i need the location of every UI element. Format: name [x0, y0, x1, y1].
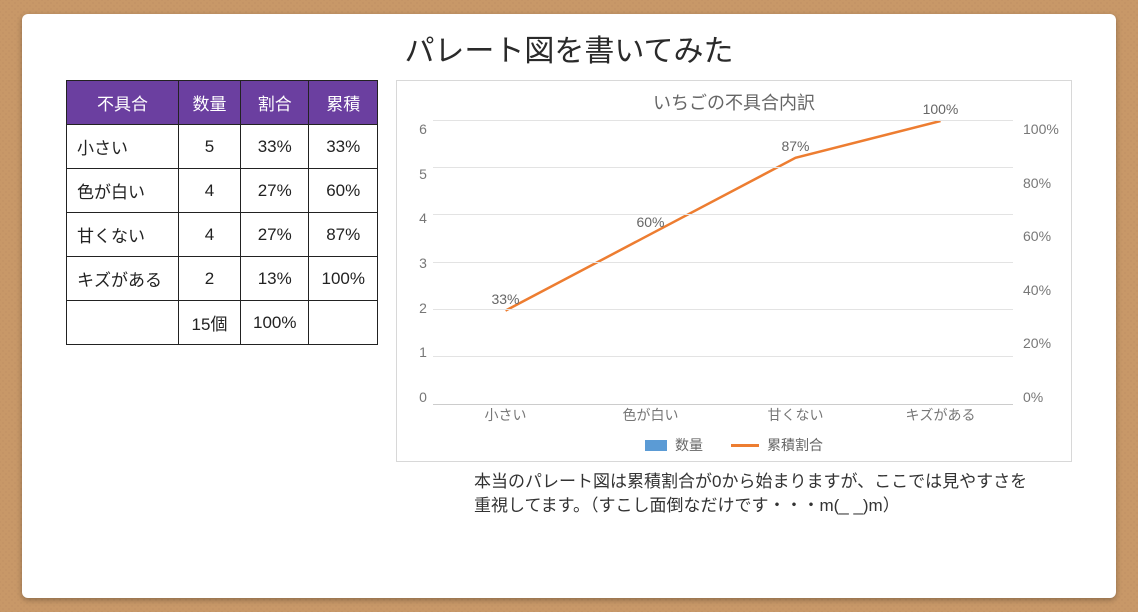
table-cell — [309, 301, 377, 345]
col-header: 不具合 — [67, 81, 179, 125]
table-cell: 小さい — [67, 125, 179, 169]
table-cell: 100% — [309, 257, 377, 301]
content-row: 不具合 数量 割合 累積 小さい533%33%色が白い427%60%甘くない42… — [66, 80, 1072, 462]
pareto-table: 不具合 数量 割合 累積 小さい533%33%色が白い427%60%甘くない42… — [66, 80, 378, 345]
plot-area: 33%60%87%100% — [433, 121, 1013, 405]
col-header: 割合 — [241, 81, 309, 125]
table-row: 甘くない427%87% — [67, 213, 378, 257]
table-header-row: 不具合 数量 割合 累積 — [67, 81, 378, 125]
table-row: 色が白い427%60% — [67, 169, 378, 213]
x-tick-label: 甘くない — [732, 405, 860, 431]
y-right-tick: 0% — [1023, 389, 1061, 405]
line-data-label: 33% — [491, 291, 519, 307]
x-tick-label: キズがある — [877, 405, 1005, 431]
table-cell: 100% — [241, 301, 309, 345]
x-tick-label: 色が白い — [587, 405, 715, 431]
pareto-chart: いちごの不具合内訳 6 5 4 3 2 1 0 33% 60% 87% 100% 100% 80% 6… — [396, 80, 1072, 462]
table-cell — [67, 301, 179, 345]
y-left-tick: 5 — [407, 166, 427, 182]
y-right-tick: 60% — [1023, 228, 1061, 244]
y-left-tick: 2 — [407, 300, 427, 316]
line-data-label: 100% — [923, 101, 959, 117]
y-right-axis: 100% 80% 60% 40% 20% 0% — [1013, 121, 1061, 431]
y-left-tick: 6 — [407, 121, 427, 137]
line-data-label: 87% — [781, 138, 809, 154]
line-data-label: 60% — [636, 214, 664, 230]
table-row: 小さい533%33% — [67, 125, 378, 169]
table-cell: 5 — [179, 125, 241, 169]
page-title: パレート図を書いてみた — [66, 26, 1072, 70]
y-left-tick: 1 — [407, 344, 427, 360]
y-left-tick: 0 — [407, 389, 427, 405]
table-cell: 27% — [241, 213, 309, 257]
table-cell: 33% — [309, 125, 377, 169]
table-cell: 13% — [241, 257, 309, 301]
table-cell: 4 — [179, 169, 241, 213]
slide-card: パレート図を書いてみた 不具合 数量 割合 累積 小さい533%33%色が白い4… — [22, 14, 1116, 598]
table-cell: 60% — [309, 169, 377, 213]
table-cell: 色が白い — [67, 169, 179, 213]
y-right-tick: 20% — [1023, 335, 1061, 351]
y-left-axis: 6 5 4 3 2 1 0 — [407, 121, 433, 431]
table-total-row: 15個100% — [67, 301, 378, 345]
legend: 数量 累積割合 — [407, 435, 1061, 455]
table-cell: 4 — [179, 213, 241, 257]
table-cell: 87% — [309, 213, 377, 257]
y-left-tick: 4 — [407, 210, 427, 226]
legend-line: 累積割合 — [731, 435, 823, 455]
y-left-tick: 3 — [407, 255, 427, 271]
y-right-tick: 80% — [1023, 175, 1061, 191]
col-header: 数量 — [179, 81, 241, 125]
chart-title: いちごの不具合内訳 — [407, 89, 1061, 115]
table-cell: キズがある — [67, 257, 179, 301]
plot: 6543210 33%60%87%100% 100%80%60%40%20%0%… — [407, 121, 1061, 431]
col-header: 累積 — [309, 81, 377, 125]
y-right-tick: 100% — [1023, 121, 1061, 137]
y-right-tick: 40% — [1023, 282, 1061, 298]
x-axis-labels: 小さい色が白い甘くないキズがある — [433, 405, 1013, 431]
table-row: キズがある213%100% — [67, 257, 378, 301]
table-cell: 27% — [241, 169, 309, 213]
table-cell: 甘くない — [67, 213, 179, 257]
table-cell: 15個 — [179, 301, 241, 345]
table-cell: 2 — [179, 257, 241, 301]
x-tick-label: 小さい — [442, 405, 570, 431]
footnote: 本当のパレート図は累積割合が0から始まりますが、ここでは見やすさを 重視してます… — [474, 470, 1072, 518]
table-cell: 33% — [241, 125, 309, 169]
legend-bar: 数量 — [645, 435, 703, 455]
